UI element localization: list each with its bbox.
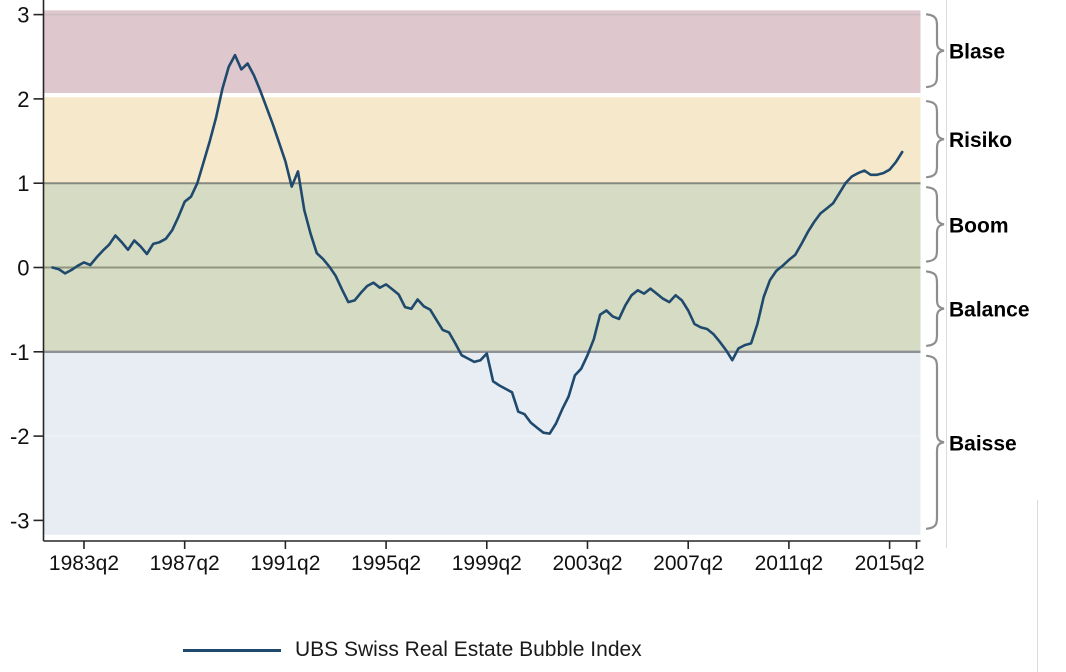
x-tick-label-1987q2: 1987q2 — [150, 552, 220, 575]
brace-baisse — [925, 354, 945, 530]
band-label-risiko: Risiko — [949, 129, 1012, 152]
x-tick-label-2011q2: 2011q2 — [755, 552, 824, 575]
x-tick-label-1983q2: 1983q2 — [49, 552, 119, 575]
band-blase — [43, 10, 921, 93]
y-tick-label-2: 2 — [17, 87, 29, 112]
legend-label: UBS Swiss Real Estate Bubble Index — [295, 638, 642, 661]
brace-blase — [925, 13, 945, 89]
y-tick-label-1: 1 — [17, 171, 29, 196]
page-divider-line-bottom — [1037, 500, 1038, 672]
x-tick-label-2003q2: 2003q2 — [552, 552, 622, 575]
x-tick-label-1999q2: 1999q2 — [452, 552, 522, 575]
x-tick-label-2015q2: 2015q2 — [855, 552, 925, 575]
x-tick-label-2007q2: 2007q2 — [653, 552, 723, 575]
y-tick-label--2: -2 — [10, 424, 30, 449]
x-tick-label-1995q2: 1995q2 — [351, 552, 421, 575]
band-label-balance: Balance — [949, 299, 1030, 322]
band-baisse — [43, 351, 921, 535]
legend: UBS Swiss Real Estate Bubble Index — [183, 638, 642, 662]
y-tick-label--3: -3 — [10, 508, 30, 533]
brace-balance — [925, 270, 945, 347]
band-balance — [43, 267, 921, 352]
brace-boom — [925, 186, 945, 263]
y-tick-label-0: 0 — [17, 256, 29, 281]
band-label-baisse: Baisse — [949, 432, 1017, 455]
band-label-boom: Boom — [949, 214, 1009, 237]
brace-risiko — [925, 100, 945, 179]
series-line-ubs-swiss-real-estate-bubble-index — [51, 53, 904, 435]
legend-line-sample — [183, 648, 281, 652]
page-divider-line — [946, 0, 947, 548]
y-tick-label-3: 3 — [17, 3, 29, 28]
band-label-blase: Blase — [949, 41, 1005, 64]
y-tick-label--1: -1 — [10, 340, 30, 365]
x-tick-label-1991q2: 1991q2 — [250, 552, 320, 575]
band-risiko — [43, 97, 921, 184]
